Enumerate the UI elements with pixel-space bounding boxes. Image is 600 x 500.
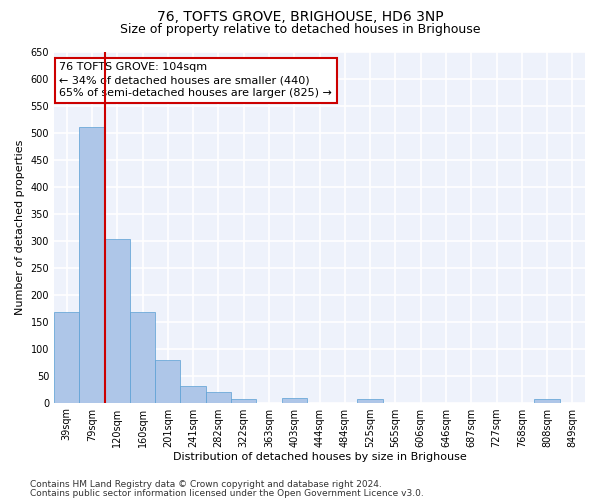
Text: 76 TOFTS GROVE: 104sqm
← 34% of detached houses are smaller (440)
65% of semi-de: 76 TOFTS GROVE: 104sqm ← 34% of detached… <box>59 62 332 98</box>
Bar <box>54 312 79 402</box>
Bar <box>155 360 181 403</box>
Bar <box>104 240 130 402</box>
Text: 76, TOFTS GROVE, BRIGHOUSE, HD6 3NP: 76, TOFTS GROVE, BRIGHOUSE, HD6 3NP <box>157 10 443 24</box>
Bar <box>231 399 256 402</box>
Bar <box>358 399 383 402</box>
Text: Size of property relative to detached houses in Brighouse: Size of property relative to detached ho… <box>120 22 480 36</box>
Bar <box>130 312 155 402</box>
Bar <box>181 386 206 402</box>
Bar <box>79 127 104 402</box>
Text: Contains public sector information licensed under the Open Government Licence v3: Contains public sector information licen… <box>30 488 424 498</box>
Bar <box>535 399 560 402</box>
Text: Contains HM Land Registry data © Crown copyright and database right 2024.: Contains HM Land Registry data © Crown c… <box>30 480 382 489</box>
Y-axis label: Number of detached properties: Number of detached properties <box>15 140 25 314</box>
X-axis label: Distribution of detached houses by size in Brighouse: Distribution of detached houses by size … <box>173 452 466 462</box>
Bar <box>281 398 307 402</box>
Bar <box>206 392 231 402</box>
